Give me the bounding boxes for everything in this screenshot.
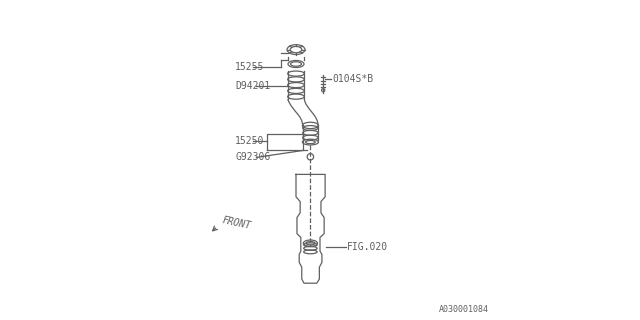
Text: G92306: G92306 [236,152,271,163]
Text: 15250: 15250 [236,136,264,146]
Text: FIG.020: FIG.020 [347,242,388,252]
Text: D94201: D94201 [236,81,271,92]
Text: 15255: 15255 [236,62,264,72]
Text: 0104S*B: 0104S*B [333,74,374,84]
Text: FRONT: FRONT [221,215,252,231]
Text: A030001084: A030001084 [438,305,488,314]
